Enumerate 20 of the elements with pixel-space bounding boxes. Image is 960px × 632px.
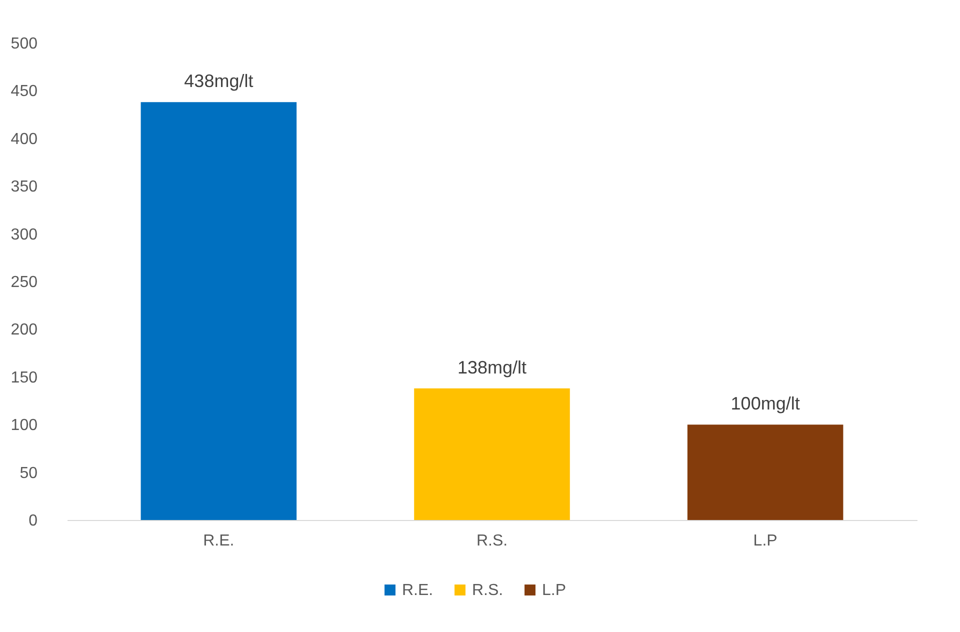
y-tick-label: 200	[10, 322, 38, 339]
y-tick-label: 100	[10, 417, 38, 434]
y-tick-label: 300	[10, 226, 38, 244]
x-tick-label: R.S.	[476, 532, 508, 550]
y-tick-label: 500	[10, 36, 38, 52]
y-tick-label: 50	[20, 464, 38, 482]
data-label: 438mg/lt	[184, 71, 254, 92]
legend-label: R.S.	[472, 582, 504, 599]
y-tick-label: 150	[10, 369, 38, 386]
x-tick-label: R.E.	[203, 532, 234, 550]
y-tick-label: 0	[28, 512, 38, 530]
data-label: 138mg/lt	[457, 357, 527, 378]
y-tick-label: 250	[10, 274, 38, 291]
x-tick-label: L.P	[753, 532, 778, 550]
legend-label: R.E.	[402, 582, 434, 599]
y-tick-label: 350	[10, 178, 38, 196]
legend-label: L.P	[542, 582, 566, 599]
data-label: 100mg/lt	[730, 394, 800, 414]
y-tick-label: 450	[10, 83, 38, 100]
y-tick-label: 400	[10, 130, 38, 148]
